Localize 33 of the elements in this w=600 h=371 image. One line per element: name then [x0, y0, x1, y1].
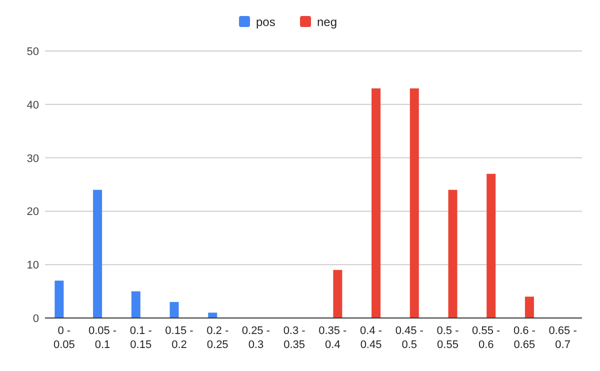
bar: [131, 291, 140, 318]
legend-label: pos: [256, 15, 276, 29]
x-tick-label: 0.15 - 0.2: [165, 325, 194, 351]
bar: [54, 280, 64, 318]
bar: [170, 302, 179, 318]
x-tick-label: 0.25 - 0.3: [242, 325, 270, 351]
bar: [372, 88, 381, 318]
x-tick-label: 0.1 - 0.15: [130, 325, 152, 351]
x-tick-label: 0.55 - 0.6: [472, 325, 500, 351]
x-tick-label: 0.05 - 0.1: [88, 325, 117, 351]
x-tick-label: 0.3 - 0.35: [283, 325, 306, 351]
bar: [486, 174, 496, 318]
x-tick-label: 0 - 0.05: [53, 325, 75, 351]
bar: [93, 190, 102, 318]
bar: [333, 270, 342, 318]
x-tick-label: 0.4 - 0.45: [360, 325, 382, 351]
x-tick-label: 0.45 - 0.5: [395, 325, 424, 351]
y-tick-label: 20: [26, 206, 39, 218]
x-tick-label: 0.2 - 0.25: [206, 325, 229, 351]
bar: [524, 296, 534, 318]
x-tick-label: 0.65 - 0.7: [548, 325, 578, 351]
bar: [208, 312, 218, 318]
bar: [410, 88, 419, 318]
x-tick-label: 0.5 - 0.55: [436, 325, 460, 351]
y-tick-label: 30: [26, 152, 39, 165]
x-tick-label: 0.35 - 0.4: [318, 325, 348, 351]
y-tick-label: 10: [26, 260, 39, 272]
bar: [448, 190, 458, 318]
y-tick-label: 50: [26, 46, 39, 58]
y-tick-label: 40: [26, 99, 39, 112]
x-tick-label: 0.6 - 0.65: [513, 325, 536, 351]
y-tick-label: 0: [32, 313, 39, 325]
legend-label: neg: [317, 15, 338, 29]
